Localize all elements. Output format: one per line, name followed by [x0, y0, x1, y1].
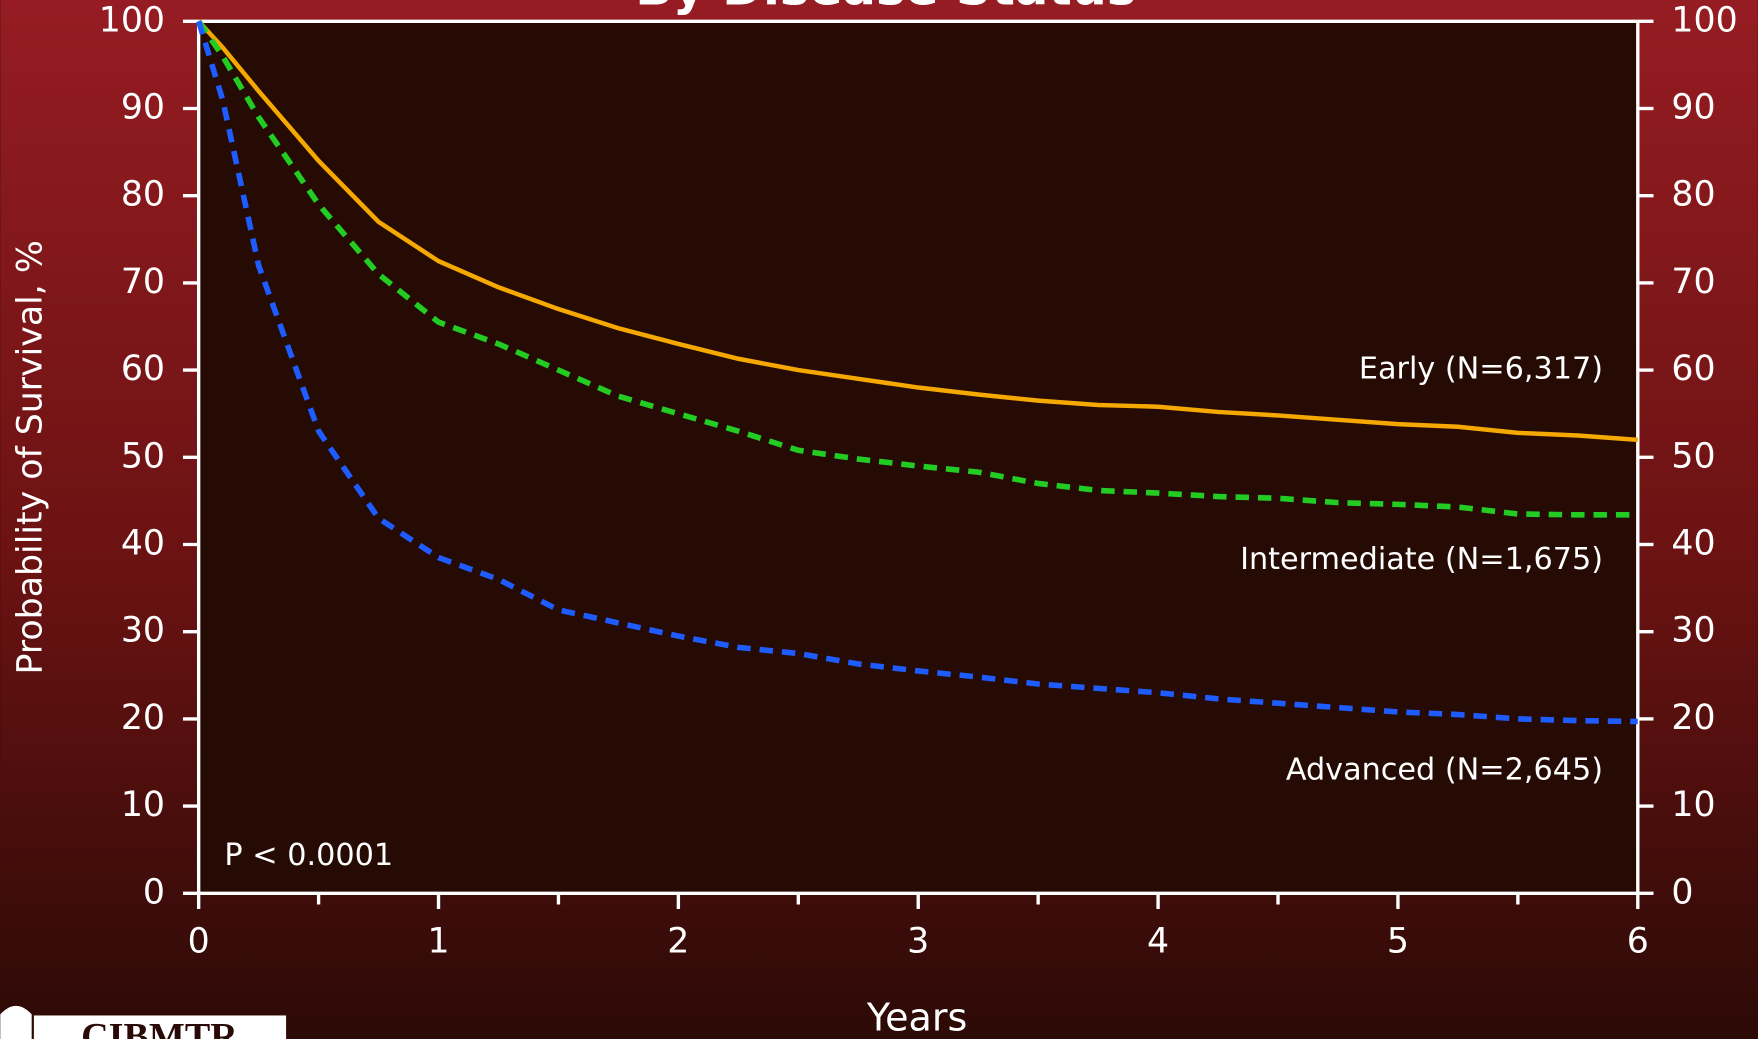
series-line — [197, 19, 1638, 443]
y2-tick-label: 50 — [1671, 436, 1715, 476]
logo-icon — [0, 1005, 32, 1039]
x-tick-label: 6 — [1627, 922, 1649, 962]
x-tick-label: 4 — [1147, 922, 1169, 962]
chart-title: By Disease Status — [635, 0, 1136, 17]
x-axis-label: Years — [866, 995, 968, 1039]
x-tick-label: 0 — [188, 922, 210, 962]
y-tick-label: 100 — [99, 0, 165, 40]
y-tick-label: 30 — [121, 611, 165, 651]
series-line — [196, 19, 1638, 518]
series-label: Advanced (N=2,645) — [1286, 753, 1603, 788]
y-tick-label: 40 — [121, 523, 165, 563]
y-tick-label: 50 — [121, 436, 165, 476]
x-tick-label: 3 — [907, 922, 929, 962]
logo-text: CIBMTR — [81, 1016, 238, 1039]
x-tick-label: 2 — [667, 922, 689, 962]
logo-box — [33, 1015, 287, 1039]
y-tick-label: 10 — [121, 785, 165, 825]
y2-tick-label: 40 — [1671, 523, 1715, 563]
y2-tick-label: 90 — [1671, 87, 1715, 127]
y2-tick-label: 80 — [1671, 175, 1715, 215]
series-label: Intermediate (N=1,675) — [1240, 542, 1603, 577]
series-label: Early (N=6,317) — [1359, 351, 1603, 386]
y-tick-label: 90 — [121, 87, 165, 127]
y2-tick-label: 100 — [1671, 0, 1737, 40]
series-line — [195, 20, 1638, 725]
y2-tick-label: 60 — [1671, 349, 1715, 389]
y-tick-label: 60 — [121, 349, 165, 389]
y-tick-label: 80 — [121, 175, 165, 215]
y-tick-label: 70 — [121, 262, 165, 302]
y2-tick-label: 20 — [1671, 698, 1715, 738]
y2-tick-label: 10 — [1671, 785, 1715, 825]
plot-area — [198, 21, 1638, 894]
y-tick-label: 0 — [143, 872, 165, 912]
x-tick-label: 5 — [1387, 922, 1409, 962]
y2-tick-label: 0 — [1671, 872, 1693, 912]
logo: CIBMTR — [0, 1005, 287, 1039]
x-tick-label: 1 — [427, 922, 449, 962]
y2-tick-label: 30 — [1671, 611, 1715, 651]
y-axis-label: Probability of Survival, % — [11, 240, 51, 674]
y-tick-label: 20 — [121, 698, 165, 738]
annotation: P < 0.0001 — [224, 838, 393, 873]
y2-tick-label: 70 — [1671, 262, 1715, 302]
